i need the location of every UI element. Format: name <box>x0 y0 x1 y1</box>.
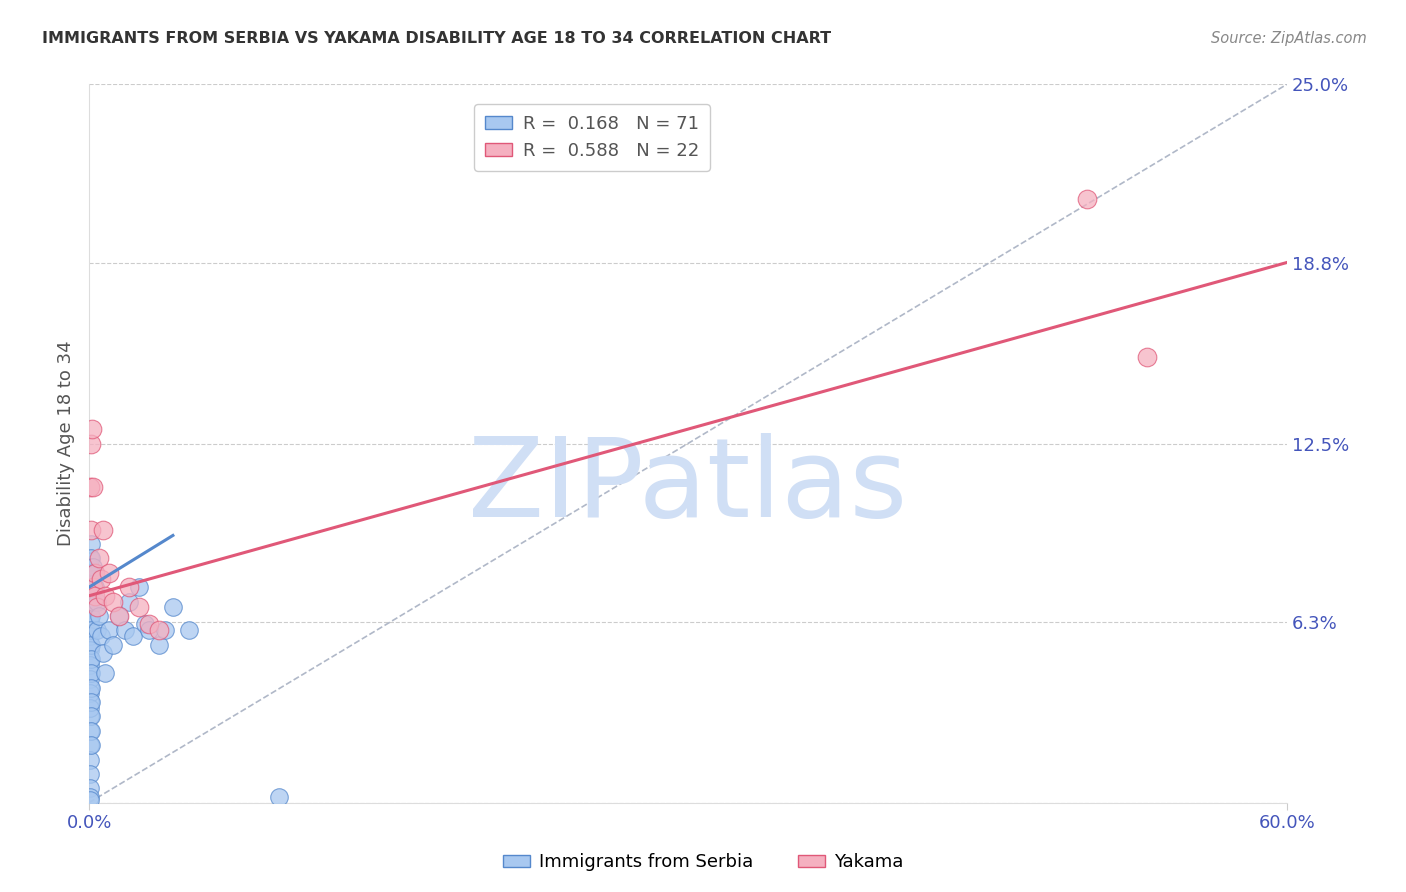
Point <box>79 767 101 781</box>
Point <box>79 608 101 623</box>
Point <box>79 695 101 709</box>
Point <box>87 608 110 623</box>
Point <box>79 572 101 586</box>
Point <box>108 608 131 623</box>
Point <box>1076 192 1098 206</box>
Point <box>122 629 145 643</box>
Point <box>79 566 101 580</box>
Point <box>138 624 160 638</box>
Point <box>79 781 101 796</box>
Point <box>80 681 103 695</box>
Point <box>94 666 117 681</box>
Point <box>79 686 101 700</box>
Point <box>80 436 103 450</box>
Point <box>80 695 103 709</box>
Point <box>80 572 103 586</box>
Point <box>1136 351 1159 365</box>
Point <box>94 589 117 603</box>
Point <box>79 624 101 638</box>
Point <box>79 480 101 494</box>
Point <box>101 638 124 652</box>
Point <box>87 551 110 566</box>
Point <box>162 600 184 615</box>
Point <box>134 617 156 632</box>
Point <box>153 624 176 638</box>
Point <box>80 624 103 638</box>
Point <box>79 551 101 566</box>
Point <box>84 566 107 580</box>
Point <box>79 560 101 574</box>
Point <box>79 672 101 686</box>
Point <box>138 617 160 632</box>
Point <box>84 580 107 594</box>
Point <box>118 594 141 608</box>
Point <box>80 580 103 594</box>
Point <box>101 594 124 608</box>
Point <box>79 638 101 652</box>
Point <box>79 589 101 603</box>
Point <box>79 709 101 723</box>
Point <box>98 624 121 638</box>
Point <box>177 624 200 638</box>
Point <box>79 629 101 643</box>
Point <box>80 537 103 551</box>
Point <box>79 652 101 666</box>
Point <box>79 580 101 594</box>
Point <box>128 580 150 594</box>
Point <box>128 600 150 615</box>
Point <box>79 700 101 714</box>
Point <box>82 560 104 574</box>
Point <box>79 615 101 629</box>
Point <box>80 666 103 681</box>
Point <box>82 580 104 594</box>
Point <box>114 624 136 638</box>
Text: IMMIGRANTS FROM SERBIA VS YAKAMA DISABILITY AGE 18 TO 34 CORRELATION CHART: IMMIGRANTS FROM SERBIA VS YAKAMA DISABIL… <box>42 31 831 46</box>
Point <box>84 589 107 603</box>
Point <box>91 646 114 660</box>
Point <box>79 723 101 738</box>
Y-axis label: Disability Age 18 to 34: Disability Age 18 to 34 <box>58 341 75 546</box>
Point <box>148 638 170 652</box>
Point <box>79 789 101 804</box>
Point <box>79 666 101 681</box>
Point <box>86 594 108 608</box>
Point <box>80 709 103 723</box>
Point <box>86 624 108 638</box>
Point <box>86 600 108 615</box>
Point <box>79 657 101 672</box>
Point <box>82 577 104 591</box>
Point <box>267 789 290 804</box>
Point <box>80 638 103 652</box>
Point <box>79 681 101 695</box>
Point <box>80 566 103 580</box>
Legend: Immigrants from Serbia, Yakama: Immigrants from Serbia, Yakama <box>495 847 911 879</box>
Point <box>80 738 103 752</box>
Text: ZIPatlas: ZIPatlas <box>468 434 907 541</box>
Point <box>79 594 101 608</box>
Point <box>80 551 103 566</box>
Point <box>82 480 104 494</box>
Legend: R =  0.168   N = 71, R =  0.588   N = 22: R = 0.168 N = 71, R = 0.588 N = 22 <box>474 104 710 171</box>
Point <box>82 594 104 608</box>
Point <box>118 580 141 594</box>
Point <box>80 523 103 537</box>
Point <box>79 738 101 752</box>
Point <box>80 608 103 623</box>
Point <box>79 600 101 615</box>
Point <box>79 643 101 657</box>
Point <box>84 566 107 580</box>
Point <box>98 566 121 580</box>
Point <box>79 793 101 807</box>
Point <box>80 652 103 666</box>
Point <box>80 723 103 738</box>
Point <box>91 523 114 537</box>
Text: Source: ZipAtlas.com: Source: ZipAtlas.com <box>1211 31 1367 46</box>
Point <box>148 624 170 638</box>
Point <box>79 752 101 766</box>
Point <box>108 608 131 623</box>
Point <box>80 594 103 608</box>
Point <box>80 422 103 436</box>
Point <box>90 572 112 586</box>
Point <box>90 629 112 643</box>
